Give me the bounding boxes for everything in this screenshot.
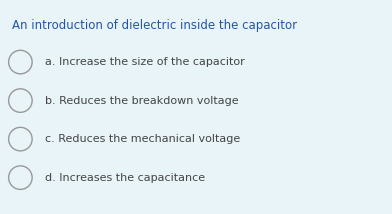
Text: c. Reduces the mechanical voltage: c. Reduces the mechanical voltage: [45, 134, 240, 144]
Text: An introduction of dielectric inside the capacitor: An introduction of dielectric inside the…: [12, 19, 297, 32]
Text: b. Reduces the breakdown voltage: b. Reduces the breakdown voltage: [45, 96, 239, 106]
Text: d. Increases the capacitance: d. Increases the capacitance: [45, 173, 205, 183]
Text: a. Increase the size of the capacitor: a. Increase the size of the capacitor: [45, 57, 245, 67]
